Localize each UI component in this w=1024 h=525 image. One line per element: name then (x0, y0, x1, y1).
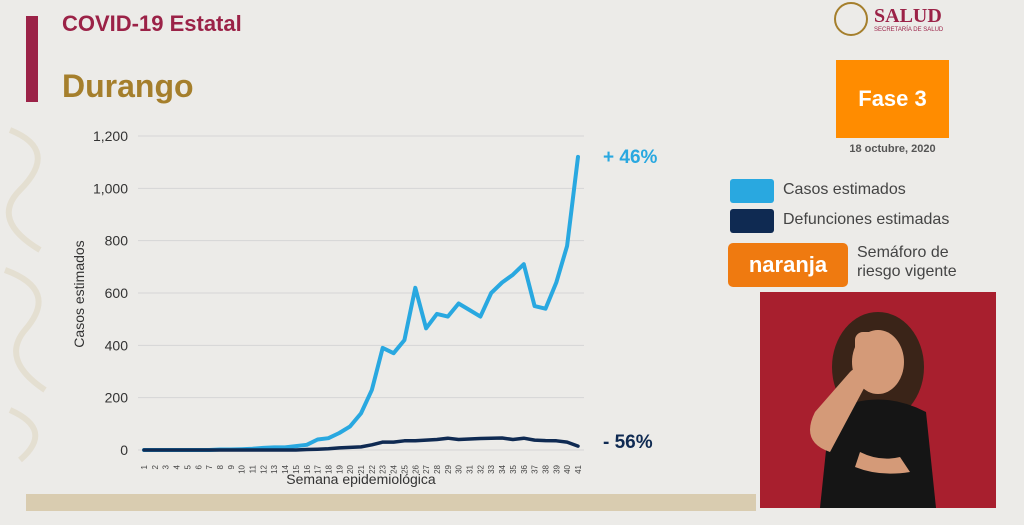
legend-label-deaths: Defunciones estimadas (783, 211, 950, 228)
x-tick-label: 28 (433, 464, 442, 473)
x-tick-label: 27 (422, 464, 431, 473)
x-tick-label: 33 (487, 464, 496, 473)
background-pattern (3, 127, 47, 463)
x-tick-label: 4 (173, 464, 182, 469)
x-tick-label: 24 (390, 464, 399, 473)
x-tick-label: 32 (476, 464, 485, 473)
x-tick-label: 12 (259, 464, 268, 473)
x-tick-label: 25 (400, 464, 409, 473)
x-tick-label: 20 (346, 464, 355, 473)
x-tick-label: 31 (466, 464, 475, 473)
x-tick-label: 41 (574, 464, 583, 473)
seal-icon (834, 2, 868, 36)
x-tick-label: 5 (183, 464, 192, 469)
semaforo-description: Semáforo de riesgo vigente (857, 243, 957, 281)
x-tick-label: 3 (162, 464, 171, 469)
salud-logo: SALUD SECRETARÍA DE SALUD (834, 2, 994, 42)
x-tick-label: 34 (498, 464, 507, 473)
x-tick-label: 15 (292, 464, 301, 473)
logo-subtitle: SECRETARÍA DE SALUD (874, 27, 944, 33)
state-name: Durango (62, 68, 194, 104)
x-tick-label: 35 (509, 464, 518, 473)
x-tick-label: 13 (270, 464, 279, 473)
x-tick-label: 37 (531, 464, 540, 473)
phase-label: Fase 3 (858, 86, 927, 111)
bottom-strip (26, 494, 756, 511)
y-tick-label: 1,200 (93, 128, 128, 144)
x-tick-label: 10 (238, 464, 247, 473)
series-line-cases (142, 154, 580, 452)
x-tick-label: 16 (303, 464, 312, 473)
x-tick-label: 18 (324, 464, 333, 473)
series-line-deaths (142, 436, 580, 452)
x-tick-label: 7 (205, 464, 214, 469)
logo-name: SALUD (874, 5, 942, 27)
x-tick-label: 6 (194, 464, 203, 469)
annotation-cases-change: + 46% (603, 147, 658, 168)
y-tick-label: 600 (105, 285, 129, 301)
legend-swatch-cases (730, 179, 774, 203)
legend-swatch-deaths (730, 209, 774, 233)
x-tick-label: 11 (249, 464, 258, 473)
x-tick-label: 26 (411, 464, 420, 473)
x-tick-label: 17 (314, 464, 323, 473)
y-axis-label: Casos estimados (71, 240, 87, 347)
semaforo-badge: naranja (728, 243, 848, 287)
x-tick-label: 23 (379, 464, 388, 473)
annotation-deaths-change: - 56% (603, 432, 653, 453)
page-title: COVID-19 Estatal (62, 11, 242, 36)
x-axis-label: Semana epidemiológica (286, 471, 436, 487)
report-date: 18 octubre, 2020 (849, 143, 936, 155)
x-tick-label: 9 (227, 464, 236, 469)
legend-label-cases: Casos estimados (783, 181, 906, 198)
interpreter-figure (810, 312, 936, 508)
x-tick-label: 1 (140, 464, 149, 469)
x-tick-label: 14 (281, 464, 290, 473)
x-tick-label: 40 (563, 464, 572, 473)
phase-badge: Fase 3 (836, 60, 949, 138)
x-tick-label: 36 (520, 464, 529, 473)
x-tick-label: 22 (368, 464, 377, 473)
y-tick-label: 800 (105, 233, 129, 249)
x-tick-label: 30 (455, 464, 464, 473)
x-tick-label: 38 (541, 464, 550, 473)
x-tick-label: 8 (216, 464, 225, 469)
y-tick-label: 0 (120, 442, 128, 458)
y-tick-label: 400 (105, 337, 129, 353)
x-tick-label: 29 (444, 464, 453, 473)
semaforo-line-2: riesgo vigente (857, 263, 957, 280)
semaforo-line-1: Semáforo de (857, 244, 949, 261)
x-tick-label: 2 (151, 464, 160, 469)
sign-language-interpreter-video (760, 292, 996, 508)
y-tick-label: 1,000 (93, 180, 128, 196)
y-tick-label: 200 (105, 390, 129, 406)
x-tick-label: 39 (552, 464, 561, 473)
title-accent-bar (26, 16, 38, 102)
x-tick-label: 19 (335, 464, 344, 473)
x-tick-label: 21 (357, 464, 366, 473)
